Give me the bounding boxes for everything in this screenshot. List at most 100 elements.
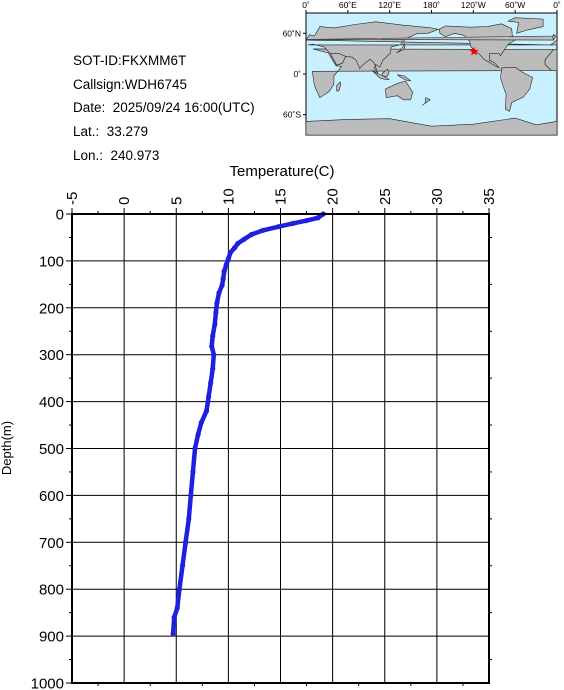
x-tick-label: 10 [220, 188, 237, 205]
map-land-africa-wrap [544, 49, 558, 71]
profile-point [235, 240, 241, 247]
map-lat-label: 60˚N [283, 28, 301, 38]
profile-point [209, 343, 215, 349]
map-longitude-labels: 0˚ 60˚E 120˚E 180˚ 120˚W 60˚W 0˚ [302, 0, 561, 13]
profile-point [260, 227, 266, 234]
map-land-borneo [381, 68, 390, 78]
y-axis-label: Depth(m) [0, 421, 14, 475]
profile-point [211, 352, 217, 358]
map-land-uk-wrap [552, 34, 556, 41]
profile-point [219, 282, 225, 288]
profile-point [232, 245, 238, 251]
profile-point [275, 224, 282, 230]
map-land-europe-wrap [549, 39, 558, 46]
profile-point [208, 380, 214, 386]
y-tick-label: 900 [39, 629, 64, 646]
profile-point [225, 255, 231, 262]
map-latitude-labels: 60˚N 0˚ 60˚S [283, 28, 306, 120]
map-landmasses [305, 17, 558, 136]
y-tick-label: 700 [39, 535, 64, 552]
map-land-japan [396, 42, 406, 54]
y-tick-label: 800 [39, 582, 64, 599]
profile-point [213, 309, 219, 316]
profile-point [198, 420, 204, 426]
profile-point [290, 220, 296, 226]
map-land-arabia-fill [329, 53, 347, 66]
map-lon-label: 120˚W [461, 0, 486, 10]
profile-point [203, 408, 210, 414]
x-tick-label: -5 [64, 192, 81, 205]
y-tick-label: 0 [56, 207, 64, 224]
map-lon-label: 60˚W [505, 0, 525, 10]
map-lon-label: 180˚ [423, 0, 440, 10]
profile-point [223, 262, 229, 268]
x-tick-label: 35 [481, 188, 498, 205]
map-land-greenland [507, 17, 544, 34]
x-tick-label: 25 [377, 188, 394, 205]
location-star-icon [469, 46, 479, 56]
map-land-new-zealand [422, 97, 431, 106]
profile-point [315, 215, 321, 221]
profile-point [192, 445, 198, 452]
map-land-antarctica [305, 117, 558, 136]
x-tick-label: 30 [429, 188, 446, 205]
profile-point [174, 605, 180, 611]
profile-point [227, 249, 234, 256]
x-tick-label: 0 [116, 197, 133, 205]
x-tick-label: 15 [273, 188, 290, 205]
profile-point [183, 539, 189, 545]
map-lon-label: 60˚E [339, 0, 357, 10]
profile-point [214, 300, 220, 306]
profile-point [241, 236, 247, 242]
profile-point [176, 586, 182, 592]
float-info-panel: SOT-ID:FKXMM6T Callsign:WDH6745 Date: 20… [73, 49, 255, 168]
map-lat-label: 60˚S [283, 110, 301, 120]
map-lon-label: 120˚E [378, 0, 401, 10]
callsign-text: Callsign:WDH6745 [73, 76, 188, 92]
map-land-australia [385, 81, 414, 101]
map-lon-label: 0˚ [302, 0, 310, 10]
profile-point [220, 276, 226, 282]
profile-point [195, 431, 201, 438]
profile-point [216, 290, 222, 296]
x-tick-label: 5 [168, 197, 185, 205]
x-axis-label: Temperature(C) [229, 163, 334, 180]
longitude-text: Lon.: 240.973 [73, 147, 160, 163]
chart-ticks: -5 0 5 10 15 20 25 30 35010020030040050060070080… [31, 188, 498, 690]
profile-point [188, 492, 194, 498]
profile-point [205, 394, 212, 400]
map-land-indonesia [371, 70, 391, 80]
map-land-madagascar [336, 81, 342, 92]
profile-point [170, 631, 176, 637]
profile-point [303, 217, 310, 224]
plot-frame [71, 213, 490, 684]
x-tick-label: 20 [325, 188, 342, 205]
y-tick-label: 500 [39, 441, 64, 458]
profile-point [212, 321, 218, 327]
y-tick-label: 100 [39, 253, 64, 270]
map-land-new-guinea [397, 74, 412, 82]
profile-point [190, 469, 196, 475]
location-map: 0˚ 60˚E 120˚E 180˚ 120˚W 60˚W 0˚ 60˚N 0˚ 60˚S [283, 0, 561, 136]
profile-point [248, 232, 254, 238]
y-tick-label: 1000 [31, 676, 64, 690]
map-marker-layer [469, 46, 479, 56]
profile-point [186, 516, 192, 522]
map-land-south-america [500, 66, 533, 112]
latitude-text: Lat.: 33.279 [73, 124, 149, 140]
y-tick-label: 300 [39, 347, 64, 364]
chart-series [170, 211, 326, 637]
y-tick-label: 600 [39, 488, 64, 505]
y-tick-label: 200 [39, 300, 64, 317]
sot-id-text: SOT-ID:FKXMM6T [73, 53, 187, 68]
profile-point [171, 614, 177, 620]
temperature-profile-line [170, 211, 326, 637]
profile-point [210, 333, 216, 339]
map-lat-label: 0˚ [293, 69, 301, 79]
chart-grid [71, 213, 490, 684]
date-text: Date: 2025/09/24 16:00(UTC) [73, 100, 255, 116]
profile-point [210, 366, 216, 372]
profile-point [221, 268, 227, 274]
y-tick-label: 400 [39, 394, 64, 411]
